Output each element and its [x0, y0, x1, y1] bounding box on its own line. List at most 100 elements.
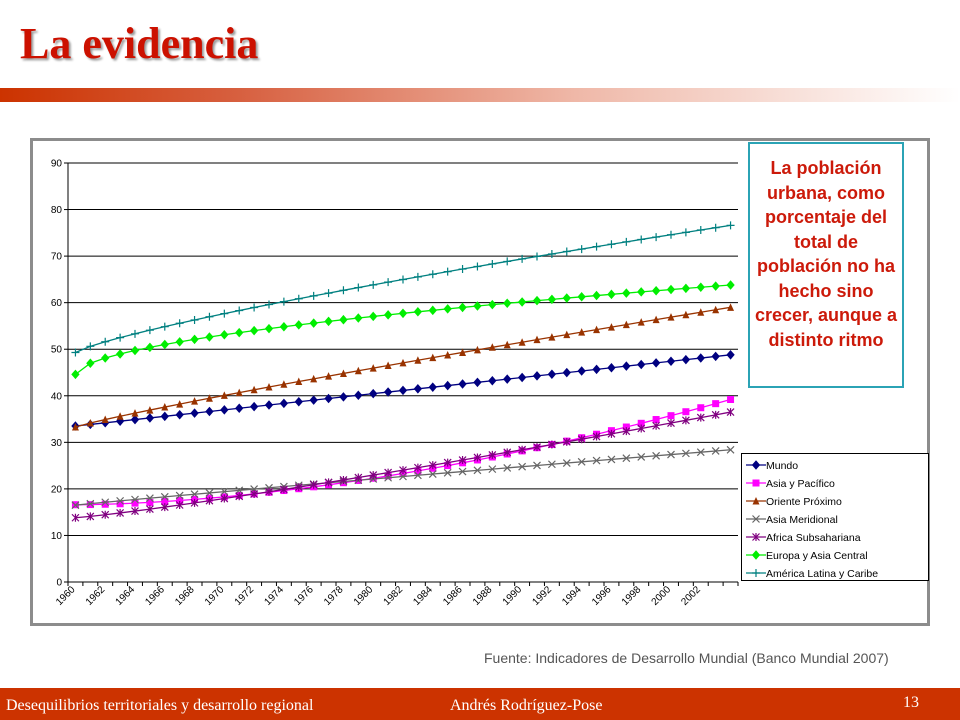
data-point [637, 359, 646, 370]
data-point [682, 408, 690, 416]
data-point [607, 455, 616, 464]
data-point [458, 467, 467, 476]
data-point [71, 501, 80, 510]
data-point [518, 338, 526, 346]
data-point [384, 468, 393, 477]
data-point [473, 262, 482, 271]
data-point [175, 319, 184, 328]
data-point [205, 312, 214, 321]
y-tick-label: 50 [51, 345, 63, 356]
data-point [205, 496, 214, 505]
data-point [250, 303, 259, 312]
data-point [339, 392, 348, 402]
data-point [577, 292, 586, 302]
data-point [205, 394, 213, 402]
legend-item: América Latina y Caribe [742, 565, 928, 583]
data-point [310, 374, 318, 383]
data-point [429, 353, 437, 362]
data-point [324, 289, 333, 298]
y-tick-label: 80 [51, 205, 63, 216]
data-point [176, 400, 184, 408]
data-point [399, 275, 407, 284]
data-point [175, 409, 184, 420]
data-point [398, 308, 408, 319]
data-point [637, 318, 645, 326]
data-point [295, 377, 303, 386]
x-tick-label: 1970 [203, 584, 227, 608]
data-point [696, 448, 705, 457]
data-point [518, 462, 527, 471]
data-point [413, 471, 422, 480]
series-line [75, 224, 731, 354]
data-point [309, 480, 318, 489]
data-point [547, 249, 556, 258]
data-point [428, 470, 437, 478]
data-point [176, 497, 184, 505]
data-point [607, 323, 615, 331]
data-point [667, 419, 675, 428]
data-point [71, 369, 80, 380]
data-point [294, 396, 303, 407]
data-point [712, 305, 720, 314]
legend-marker [752, 497, 760, 505]
data-point [682, 310, 690, 319]
data-point [711, 281, 720, 291]
data-point [414, 356, 422, 364]
footer-bar: Desequilibrios territoriales y desarroll… [0, 688, 960, 720]
data-point [413, 384, 423, 394]
data-point [652, 233, 661, 242]
data-point [578, 328, 586, 336]
data-point [235, 327, 244, 338]
data-point [622, 423, 630, 431]
data-point [548, 333, 556, 341]
data-point [532, 295, 542, 306]
data-point [235, 486, 244, 495]
data-point [383, 387, 393, 397]
data-point [190, 498, 199, 507]
series-4 [71, 408, 735, 522]
data-point [116, 500, 124, 508]
data-point [413, 272, 422, 281]
y-tick-label: 20 [51, 484, 63, 495]
data-point [160, 503, 169, 512]
data-point [131, 507, 139, 516]
data-point [369, 280, 378, 289]
callout-text: La población urbana, como porcentaje del… [754, 158, 898, 350]
data-point [249, 401, 259, 412]
data-point [666, 284, 676, 295]
data-point [86, 512, 95, 521]
data-point [71, 513, 80, 522]
data-point [191, 397, 199, 405]
data-point [443, 458, 452, 467]
source-note: Fuente: Indicadores de Desarrollo Mundia… [484, 650, 889, 666]
data-point [145, 342, 155, 353]
data-point [116, 508, 125, 517]
data-point [562, 437, 571, 446]
data-point [354, 283, 363, 292]
data-point [86, 499, 95, 508]
data-point [622, 237, 631, 246]
data-point [309, 395, 318, 405]
data-point [577, 457, 586, 466]
data-point [444, 351, 452, 359]
x-tick-label: 2000 [650, 584, 674, 608]
data-point [592, 364, 601, 375]
data-point [488, 465, 497, 474]
data-point [250, 490, 259, 499]
data-point [473, 301, 482, 311]
data-point [726, 445, 735, 454]
data-point [265, 300, 273, 309]
series-3 [71, 445, 735, 510]
data-point [279, 485, 288, 494]
data-point [637, 424, 646, 433]
data-point [518, 445, 527, 454]
data-point [473, 377, 482, 388]
x-tick-label: 1962 [84, 584, 108, 608]
data-point [681, 354, 691, 365]
data-point [175, 491, 184, 500]
data-point [116, 412, 124, 420]
legend-label: Africa Subsahariana [766, 532, 861, 544]
data-point [235, 492, 244, 501]
x-tick-label: 1978 [322, 584, 346, 608]
data-point [473, 466, 482, 475]
